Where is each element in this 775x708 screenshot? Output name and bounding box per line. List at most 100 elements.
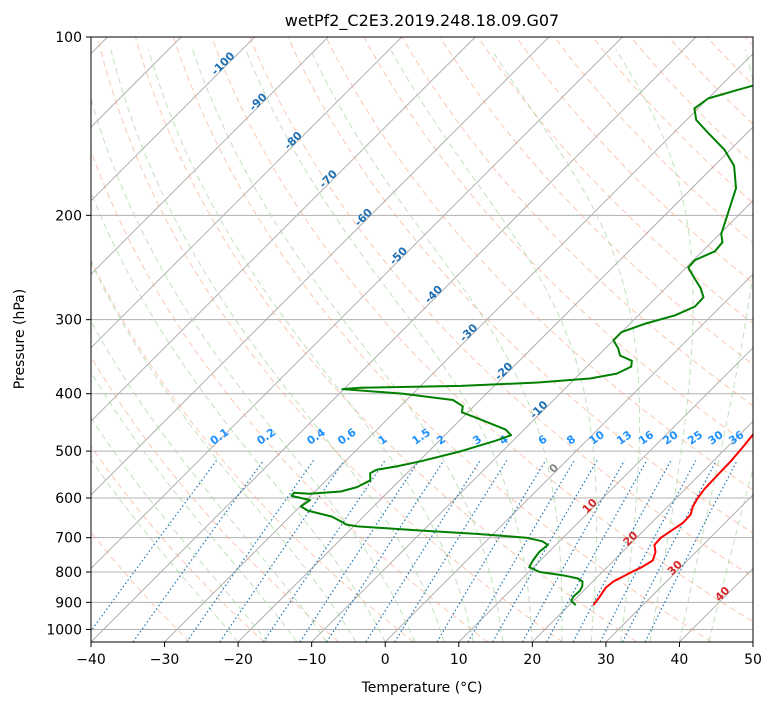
y-tick-label: 100 (55, 30, 82, 46)
mixing-ratio-line (91, 460, 217, 632)
isotherm-gridline (311, 199, 753, 642)
mixing-ratio-line (467, 460, 575, 642)
isotherm-label: -10 (527, 398, 550, 421)
dry-adiabat (630, 37, 753, 165)
mixing-ratio-line (186, 460, 314, 642)
mixing-ratio-line (394, 460, 508, 642)
dry-adiabat (135, 37, 638, 642)
isotherm-gridline (91, 37, 550, 496)
isotherm-gridline (91, 37, 476, 423)
dry-adiabat (91, 355, 340, 642)
mixing-ratio-line (546, 460, 648, 642)
mixing-ratio-label: 8 (564, 433, 578, 448)
isotherm-label: -90 (247, 90, 270, 113)
mixing-ratio-label: 1 (376, 433, 390, 448)
isotherm-label: -30 (457, 321, 480, 344)
mixing-ratio-line (299, 460, 420, 642)
dry-adiabat (477, 37, 753, 325)
moist-adiabat-label: 10 (580, 496, 600, 516)
moist-adiabat (91, 190, 386, 642)
y-tick-label: 500 (55, 444, 82, 460)
dry-adiabat (515, 37, 753, 284)
moist-adiabat (491, 49, 641, 642)
mixing-ratio-line (492, 460, 598, 642)
x-tick-label: 10 (450, 652, 468, 668)
y-tick-label: 1000 (46, 622, 82, 638)
moist-adiabat (91, 416, 268, 642)
moist-adiabat (678, 49, 753, 642)
dry-adiabat (554, 37, 753, 244)
moist-adiabat (390, 49, 598, 642)
mixing-ratio-line (599, 460, 697, 642)
moist-adiabat (192, 49, 504, 642)
mixing-ratio-line (326, 460, 445, 642)
y-tick-label: 700 (55, 531, 82, 547)
isotherm-label: -100 (209, 49, 238, 78)
moist-adiabat (110, 49, 445, 642)
moist-adiabat (91, 371, 298, 642)
x-tick-label: −10 (297, 652, 327, 668)
mixing-ratio-label: 0.1 (208, 426, 231, 448)
x-axis-title: Temperature (°C) (361, 680, 483, 696)
y-axis-title: Pressure (hPa) (12, 289, 28, 389)
mixing-ratio-label: 10 (587, 428, 607, 448)
isotherm-label: -70 (317, 167, 340, 190)
isotherm-gridline (237, 126, 753, 642)
mixing-ratio-label: 1.5 (409, 426, 432, 448)
y-tick-label: 300 (55, 313, 82, 329)
moist-adiabat-label: 40 (712, 584, 732, 604)
y-tick-label: 800 (55, 565, 82, 581)
y-tick-label: 900 (55, 595, 82, 611)
temperature-profile-line (592, 432, 753, 606)
dry-adiabat (706, 37, 753, 86)
isotherm-gridline (91, 37, 329, 275)
mixing-ratio-line (219, 460, 345, 642)
mixing-ratio-line (644, 460, 738, 642)
mixing-ratio-line (132, 460, 264, 642)
mixing-ratio-label: 13 (614, 428, 634, 447)
moist-adiabat (708, 466, 753, 642)
moist-adiabat (309, 49, 563, 642)
mixing-ratio-label: 30 (706, 428, 726, 448)
dry-adiabat (96, 37, 563, 642)
moist-adiabat (91, 320, 327, 642)
moist-adiabat (91, 97, 416, 642)
x-tick-label: 20 (523, 652, 541, 668)
isotherm-gridline (91, 37, 403, 349)
x-tick-label: 30 (597, 652, 615, 668)
chart-title: wetPf2_C2E3.2019.248.18.09.G07 (285, 11, 559, 31)
moist-adiabat-label: 30 (665, 558, 685, 578)
isotherm-gridline (164, 52, 753, 642)
mixing-ratio-label: 0.2 (255, 426, 278, 448)
isotherm-label: -80 (282, 129, 305, 152)
mixing-ratio-label: 20 (661, 428, 681, 448)
isotherm-gridline (384, 273, 753, 642)
x-tick-label: −30 (150, 652, 180, 668)
isotherm-label: -50 (387, 244, 410, 267)
isotherm-gridline (605, 494, 753, 642)
x-tick-label: −40 (76, 652, 106, 668)
dry-adiabat (91, 259, 414, 642)
mixing-ratio-label: 0.4 (304, 426, 328, 448)
moist-adiabat (147, 49, 474, 642)
x-tick-label: 50 (744, 652, 762, 668)
isotherm-gridline (752, 641, 753, 642)
dry-adiabat (325, 37, 753, 491)
mixing-ratio-line (521, 460, 626, 642)
mixing-ratio-line (365, 460, 481, 642)
y-tick-label: 200 (55, 208, 82, 224)
dry-adiabat (744, 37, 753, 47)
mixing-ratio-label: 6 (536, 432, 550, 447)
x-tick-label: 40 (671, 652, 689, 668)
dewpoint-profile-line (290, 84, 753, 606)
dry-adiabat (91, 149, 489, 642)
isotherm-label: -20 (492, 359, 515, 382)
dry-adiabat (401, 37, 753, 407)
axis-ticks: −40 −30 −20 −10 0 10 20 30 40 50 1000 900 800 700 600 5… (46, 30, 762, 668)
plot-frame (90, 36, 754, 643)
moist-adiabat (245, 49, 533, 642)
isotherm-gridline (458, 347, 753, 642)
dry-adiabat (249, 37, 753, 578)
dry-adiabat (91, 445, 265, 642)
